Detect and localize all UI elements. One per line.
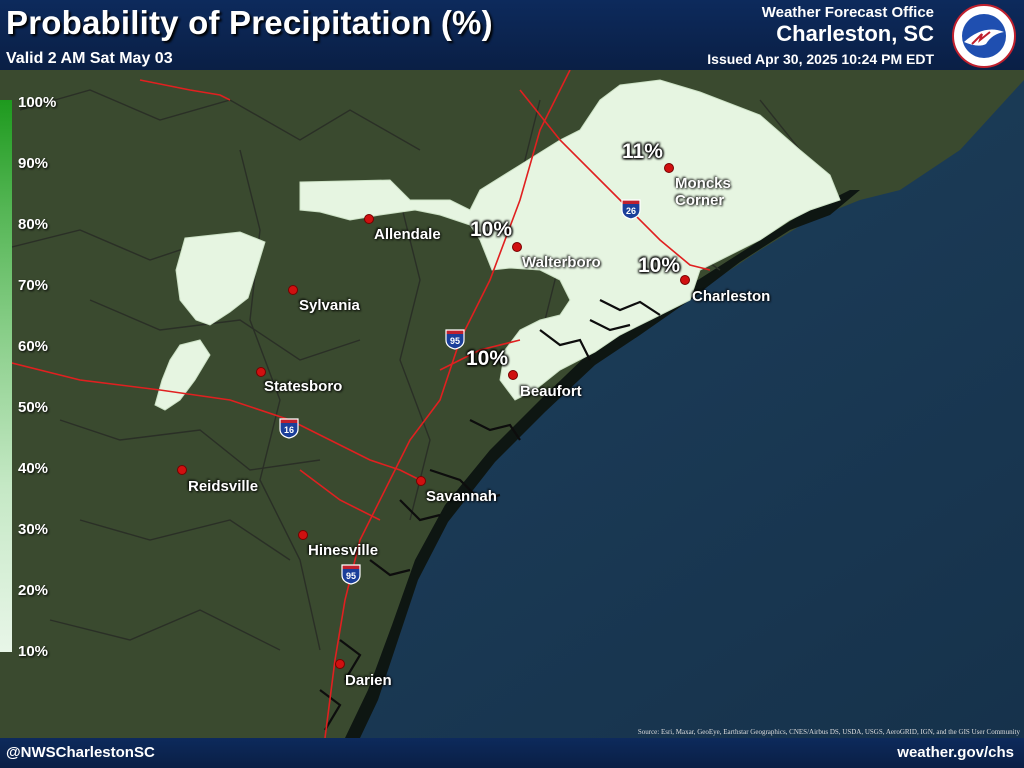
footer-bar: @NWSCharlestonSC weather.gov/chs <box>0 738 1024 768</box>
city-marker <box>680 275 690 285</box>
city-label-line: Moncks <box>675 175 731 192</box>
twitter-handle[interactable]: @NWSCharlestonSC <box>6 744 155 761</box>
city-label: Hinesville <box>308 542 379 559</box>
city-label: Statesboro <box>264 378 343 395</box>
city-marker <box>298 530 308 540</box>
city-label: Reidsville <box>188 478 259 495</box>
city-label: Walterboro <box>522 254 601 271</box>
precip-map <box>0 70 1024 738</box>
pop-value-label: 10% <box>638 254 681 277</box>
city-marker <box>256 367 266 377</box>
city-label: Charleston <box>692 288 771 305</box>
pop-area <box>154 339 211 411</box>
legend-tick-label: 10% <box>18 643 49 660</box>
interstate-shield-icon: 95 <box>341 564 361 585</box>
legend-tick-label: 50% <box>18 399 49 416</box>
header-bar: Probability of Precipitation (%) Valid 2… <box>0 0 1024 70</box>
pop-area <box>175 231 266 326</box>
office-info: Weather Forecast Office Charleston, SC I… <box>707 4 934 67</box>
office-label: Weather Forecast Office <box>761 4 934 21</box>
city-label: Sylvania <box>299 297 360 314</box>
interstate-number: 16 <box>284 425 294 435</box>
legend-tick-label: 40% <box>18 460 49 477</box>
legend-color-bar <box>0 100 12 652</box>
legend-tick-label: 20% <box>18 582 49 599</box>
interstate-number: 95 <box>346 571 356 581</box>
issued-time: Issued Apr 30, 2025 10:24 PM EDT <box>707 51 934 67</box>
pop-value-label: 11% <box>622 140 663 163</box>
city-label-line: Corner <box>675 192 725 209</box>
pop-value-label: 10% <box>466 347 509 370</box>
city-marker <box>364 214 374 224</box>
interstate-shield-icon: 95 <box>445 329 465 350</box>
city-marker <box>288 285 298 295</box>
interstate-shield-icon: 16 <box>279 418 299 439</box>
city-marker <box>416 476 426 486</box>
city-marker <box>512 242 522 252</box>
city-label: Allendale <box>374 226 441 243</box>
legend-tick-label: 90% <box>18 155 49 172</box>
city-marker <box>335 659 345 669</box>
waterways <box>319 299 661 731</box>
city-marker <box>508 370 518 380</box>
legend-tick-label: 70% <box>18 277 49 294</box>
legend-tick-label: 60% <box>18 338 49 355</box>
website-link[interactable]: weather.gov/chs <box>897 744 1014 761</box>
legend-tick-label: 80% <box>18 216 49 233</box>
pop-value-label: 10% <box>470 218 513 241</box>
interstate-number: 95 <box>450 336 460 346</box>
city-label: Darien <box>345 672 392 689</box>
page-title: Probability of Precipitation (%) <box>6 4 493 41</box>
city-marker <box>664 163 674 173</box>
city-label: Moncks Corner <box>675 175 731 209</box>
city-label: Beaufort <box>520 383 582 400</box>
interstate-shield-icon: 26 <box>621 199 641 220</box>
map-source-credit: Source: Esri, Maxar, GeoEye, Earthstar G… <box>637 728 1020 736</box>
nws-logo[interactable] <box>952 4 1016 68</box>
pop-area <box>299 79 841 401</box>
valid-time: Valid 2 AM Sat May 03 <box>6 50 173 67</box>
legend-tick-label: 100% <box>18 94 57 111</box>
office-name: Charleston, SC <box>776 21 934 46</box>
city-marker <box>177 465 187 475</box>
interstate-number: 26 <box>626 206 636 216</box>
city-label: Savannah <box>426 488 497 505</box>
legend-tick-label: 30% <box>18 521 49 538</box>
